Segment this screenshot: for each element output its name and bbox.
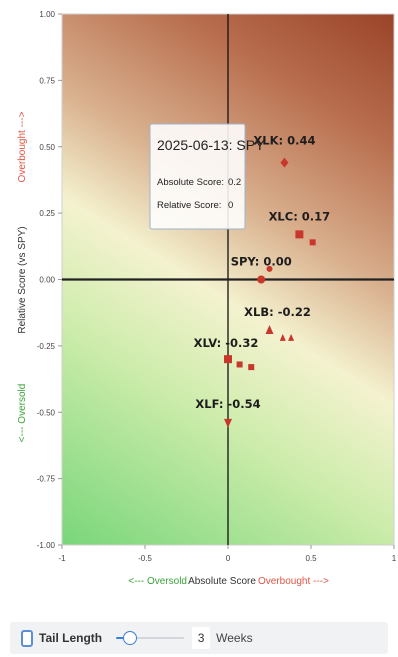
data-marks	[224, 157, 316, 428]
spy-point[interactable]	[266, 265, 273, 272]
x-axis-title-main: Absolute Score	[188, 576, 256, 587]
xlb-point[interactable]	[279, 333, 286, 341]
tail-length-label: Tail Length	[39, 631, 103, 645]
tooltip-absolute-label: Absolute Score:	[157, 177, 224, 188]
xlv-point[interactable]	[236, 361, 243, 368]
tooltip-relative-label: Relative Score:	[157, 200, 221, 211]
tail-controls: Tail Length 3 Weeks	[10, 622, 388, 654]
tooltip-absolute-value: 0.2	[228, 177, 241, 188]
x-tick-label: 1	[392, 554, 397, 563]
xlf-label: XLF: -0.54	[195, 397, 260, 411]
x-tick-label: 0.5	[305, 554, 317, 563]
xlc-label: XLC: 0.17	[269, 209, 331, 223]
axes: 1.000.750.500.250.00-0.25-0.50-0.75-1.00…	[37, 10, 397, 563]
x-axis-title: <--- Oversold Absolute Score Overbought …	[128, 576, 329, 587]
spy-point[interactable]	[257, 275, 266, 284]
y-tick-label: 0.75	[39, 76, 55, 85]
tooltip-relative-value: 0	[228, 200, 233, 211]
xlv-label: XLV: -0.32	[194, 336, 259, 350]
xlb-point[interactable]	[265, 324, 274, 334]
y-tick-label: 0.50	[39, 143, 55, 152]
y-axis-title-main: Relative Score (vs SPY)	[17, 226, 28, 333]
xlk-point[interactable]	[280, 157, 289, 168]
y-tick-label: -0.75	[37, 475, 56, 484]
y-tick-label: -1.00	[37, 541, 56, 550]
spy-label: SPY: 0.00	[231, 255, 292, 269]
xlb-label: XLB: -0.22	[244, 305, 311, 319]
slider-thumb[interactable]	[122, 631, 137, 645]
xlv-point[interactable]	[224, 355, 232, 364]
y-tick-label: -0.25	[37, 342, 56, 351]
y-tick-label: -0.50	[37, 408, 56, 417]
tail-length-checkbox[interactable]	[21, 629, 33, 647]
x-tick-label: -0.5	[138, 554, 152, 563]
y-axis-title: Relative Score (vs SPY) Overbought ---> …	[17, 111, 28, 442]
tail-length-unit: Weeks	[216, 631, 253, 645]
xlv-point[interactable]	[248, 364, 255, 371]
y-axis-title-top: Overbought --->	[17, 111, 28, 182]
x-axis-title-right: Overbought --->	[258, 576, 329, 587]
xlb-point[interactable]	[288, 333, 295, 341]
tail-length-slider[interactable]	[116, 631, 185, 645]
xlf-point[interactable]	[224, 418, 232, 428]
xlc-point[interactable]	[295, 230, 304, 239]
x-tick-label: -1	[58, 554, 66, 563]
point-labels: XLK: 0.44 XLC: 0.17 SPY: 0.00 XLB: -0.22 XLV…	[194, 134, 331, 411]
xlk-label: XLK: 0.44	[253, 134, 315, 148]
y-axis-title-bottom: <--- Oversold	[17, 384, 28, 443]
y-tick-label: 0.25	[39, 209, 55, 218]
rrg-chart: 1.000.750.500.250.00-0.25-0.50-0.75-1.00…	[17, 10, 397, 587]
tooltip: 2025-06-13: SPY Absolute Score: 0.2 Rela…	[149, 123, 265, 230]
tooltip-box	[149, 123, 246, 230]
y-tick-label: 1.00	[39, 10, 55, 19]
x-tick-label: 0	[226, 554, 231, 563]
xlc-point[interactable]	[309, 239, 316, 246]
tooltip-title: 2025-06-13: SPY	[157, 137, 265, 153]
tail-length-value[interactable]: 3	[192, 627, 211, 649]
x-axis-title-left: <--- Oversold	[128, 576, 187, 587]
slider-track[interactable]	[116, 637, 185, 639]
y-tick-label: 0.00	[39, 276, 55, 285]
